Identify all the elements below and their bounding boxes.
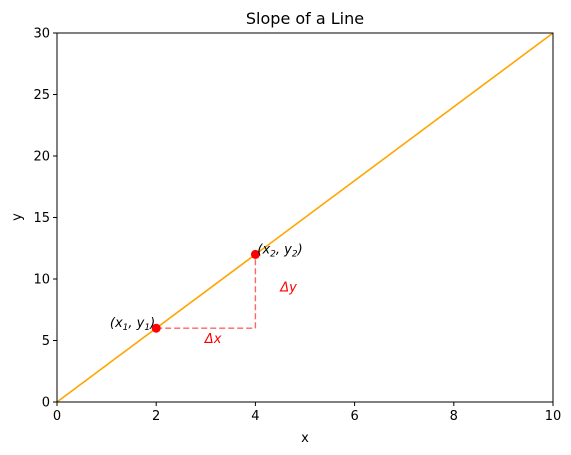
x-tick-label: 4: [251, 409, 259, 424]
axes-frame: [56, 32, 554, 403]
x-tick-label: 0: [53, 409, 61, 424]
point-label-x2-y2: (x2, y2): [257, 242, 302, 259]
y-tick-label: 10: [33, 273, 50, 288]
x-tick-label: 2: [152, 409, 160, 424]
point-x2-y2: [250, 249, 260, 259]
y-tick-label: 5: [42, 334, 50, 349]
x-axis-label: x: [301, 431, 309, 446]
x-tick-label: 8: [450, 409, 458, 424]
y-tick-label: 15: [33, 211, 50, 226]
point-x1-y1: [151, 323, 161, 333]
y-tick-label: 30: [33, 27, 50, 42]
y-tick-label: 0: [42, 396, 50, 411]
x-tick-label: 6: [350, 409, 358, 424]
y-axis-ticks: 0 5 10 15 20 25 30: [33, 27, 57, 411]
point-label-x1-y1: (x1, y1): [110, 316, 155, 333]
delta-x-label: Δx: [204, 332, 222, 347]
x-tick-label: 10: [545, 409, 562, 424]
chart-title: Slope of a Line: [246, 9, 364, 28]
y-axis-label: y: [10, 213, 25, 221]
x-axis-ticks: 0 2 4 6 8 10: [53, 402, 561, 424]
delta-y-label: Δy: [279, 280, 297, 295]
slope-line: [56, 32, 554, 403]
y-tick-label: 25: [33, 88, 50, 103]
y-tick-label: 20: [33, 150, 50, 165]
